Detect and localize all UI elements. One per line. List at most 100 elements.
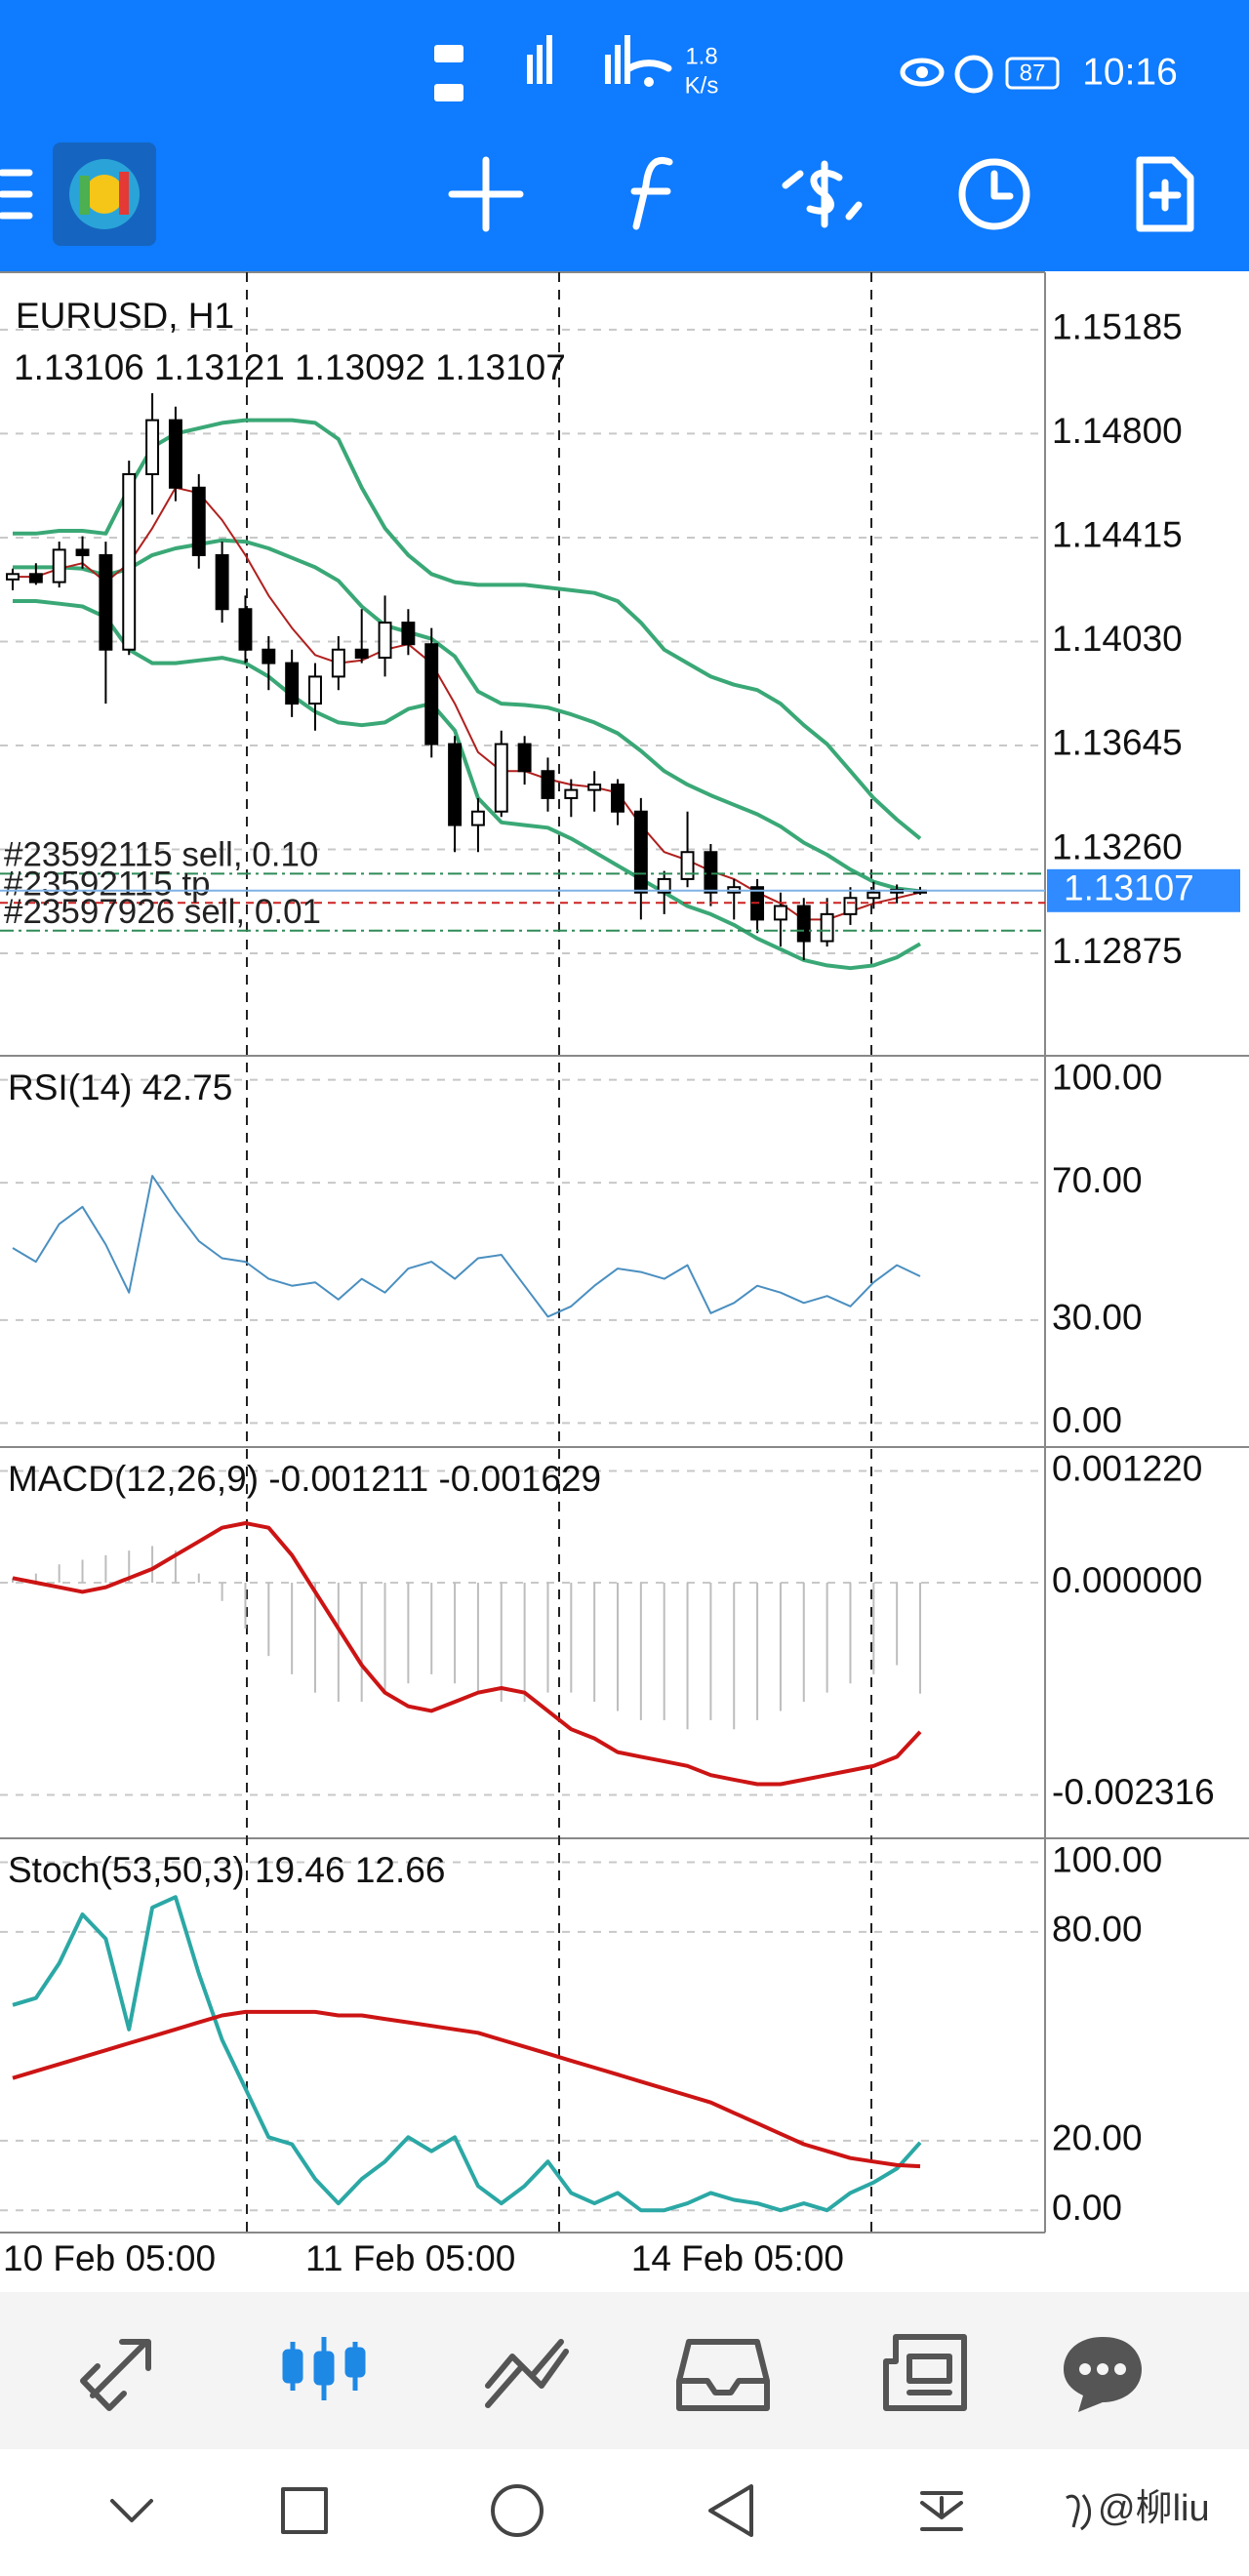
chart-tab[interactable] <box>282 2337 366 2400</box>
candle-body <box>494 743 508 813</box>
candle-body <box>122 472 137 651</box>
candle-body <box>470 810 485 826</box>
y-tick-label: 1.12875 <box>1052 931 1183 971</box>
network-speed: 1.8 <box>685 43 717 69</box>
order-label: #23597926 sell, 0.01 <box>4 893 321 931</box>
series-line <box>13 538 921 894</box>
y-tick-label: 0.00 <box>1052 1400 1122 1440</box>
candle-body <box>238 608 253 651</box>
chart-frame <box>0 271 1249 2234</box>
indicators-button[interactable] <box>630 157 673 230</box>
crosshair-button[interactable] <box>448 156 524 232</box>
system-nav[interactable] <box>110 2484 963 2537</box>
plot-layer: 1.15185 1.14800 1.14415 1.14030 1.13645 1.132… <box>0 296 1240 2278</box>
y-tick-label: 1.14415 <box>1052 515 1183 555</box>
trade-button[interactable] <box>782 160 863 228</box>
watermark: @柳liu <box>1098 2488 1210 2529</box>
x-tick-label: 14 Feb 05:00 <box>631 2238 844 2278</box>
x-tick-label: 11 Feb 05:00 <box>305 2238 515 2278</box>
series-line <box>13 599 922 971</box>
candle-body <box>587 784 602 791</box>
y-tick-label: 30.00 <box>1052 1298 1143 1338</box>
series-line <box>12 2009 921 2169</box>
series-line <box>13 486 921 921</box>
candle-body <box>6 573 20 581</box>
menu-button[interactable] <box>0 169 33 220</box>
network-speed-unit: K/s <box>685 72 719 99</box>
candle-body <box>448 743 463 826</box>
history-button[interactable] <box>958 158 1030 230</box>
candle-body <box>611 784 624 813</box>
candle-body <box>564 788 579 799</box>
last-price-label: 1.13107 <box>1064 868 1194 908</box>
candle-body <box>145 419 160 475</box>
y-tick-label: 20.00 <box>1052 2118 1143 2158</box>
trade-tab[interactable] <box>485 2339 569 2408</box>
candle-body <box>308 675 322 705</box>
clock: 10:16 <box>1082 51 1178 93</box>
y-tick-label: 100.00 <box>1052 1057 1162 1097</box>
order-label: #23592115 tp <box>4 865 211 903</box>
new-order-button[interactable] <box>1136 156 1194 232</box>
candle-body <box>424 643 439 745</box>
bottom-nav <box>0 2292 1249 2449</box>
candle-body <box>866 891 881 900</box>
candle-body <box>28 573 43 584</box>
panel-title: RSI(14) 42.75 <box>8 1067 232 1107</box>
quotes-tab[interactable] <box>80 2339 151 2411</box>
candle-body <box>843 897 858 915</box>
y-tick-label: 80.00 <box>1052 1910 1143 1950</box>
candle-body <box>215 553 229 611</box>
history-tab[interactable] <box>676 2339 770 2411</box>
last-price-box <box>1047 868 1240 912</box>
panel-title: MACD(12,26,9) -0.001211 -0.001629 <box>8 1459 601 1499</box>
candle-body <box>262 648 276 664</box>
series-line <box>12 1521 922 1787</box>
panel-subtitle: 1.13106 1.13121 1.13092 1.13107 <box>14 347 566 387</box>
y-tick-label: 1.15185 <box>1052 307 1183 347</box>
y-tick-label: 1.14800 <box>1052 411 1183 451</box>
y-tick-label: 70.00 <box>1052 1160 1143 1200</box>
period-separators <box>246 272 872 2233</box>
candle-body <box>704 851 718 894</box>
candle-body <box>285 662 300 705</box>
candle-body <box>168 419 182 489</box>
candle-body <box>517 743 532 773</box>
y-tick-label: 100.00 <box>1052 1839 1162 1879</box>
y-tick-label: 1.14030 <box>1052 619 1183 659</box>
status-icons <box>434 35 1060 101</box>
candle-body <box>354 648 369 660</box>
candle-body <box>820 912 834 943</box>
chat-tab[interactable] <box>1064 2337 1142 2412</box>
x-tick-label: 10 Feb 05:00 <box>3 2238 216 2278</box>
battery-level: 87 <box>1020 60 1046 86</box>
candle-body <box>331 648 345 678</box>
order-label: #23592115 sell, 0.10 <box>4 836 318 874</box>
candle-body <box>191 486 206 556</box>
y-tick-label: 1.13645 <box>1052 723 1183 763</box>
y-tick-label: 1.13260 <box>1052 826 1183 866</box>
candle-body <box>99 553 113 651</box>
app-icon[interactable] <box>53 142 156 246</box>
candle-body <box>657 877 671 894</box>
candle-body <box>633 810 648 894</box>
series-line <box>12 1895 922 2213</box>
candle-body <box>680 851 695 880</box>
news-tab[interactable] <box>883 2334 967 2411</box>
candle-body <box>52 548 66 584</box>
candle-body <box>796 905 811 943</box>
watermark-logo <box>1066 2494 1091 2531</box>
series-line <box>13 418 922 840</box>
y-tick-label: -0.002316 <box>1052 1772 1215 1812</box>
panel-title: Stoch(53,50,3) 19.46 12.66 <box>8 1850 445 1890</box>
candle-body <box>541 770 555 799</box>
candle-body <box>773 905 787 921</box>
y-tick-label: 0.000000 <box>1052 1560 1202 1600</box>
candle-body <box>378 622 392 660</box>
y-tick-label: 0.001220 <box>1052 1448 1202 1488</box>
candle-body <box>75 548 90 556</box>
panel-title: EURUSD, H1 <box>16 296 234 336</box>
y-tick-label: 0.00 <box>1052 2188 1122 2228</box>
